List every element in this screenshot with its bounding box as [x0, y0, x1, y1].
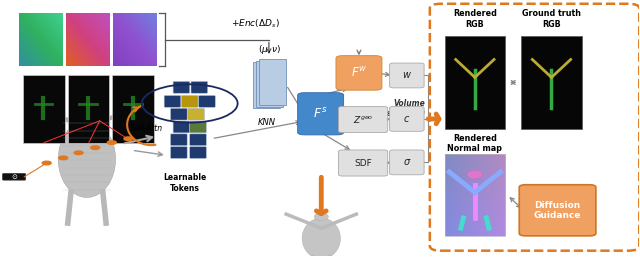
Circle shape: [124, 137, 133, 141]
Text: Learnable
Tokens: Learnable Tokens: [163, 173, 206, 193]
Ellipse shape: [76, 105, 98, 116]
Circle shape: [59, 156, 68, 160]
Text: $w$: $w$: [402, 70, 412, 80]
FancyBboxPatch shape: [191, 81, 207, 93]
Text: Rendered
RGB: Rendered RGB: [453, 10, 497, 29]
FancyBboxPatch shape: [113, 75, 154, 143]
Circle shape: [108, 141, 116, 144]
Text: $F^w$: $F^w$: [351, 66, 367, 80]
FancyBboxPatch shape: [253, 62, 280, 108]
Text: Self-Attn: Self-Attn: [130, 124, 163, 133]
FancyBboxPatch shape: [521, 36, 582, 128]
FancyBboxPatch shape: [189, 134, 206, 146]
FancyBboxPatch shape: [390, 106, 424, 131]
FancyBboxPatch shape: [188, 108, 204, 120]
FancyBboxPatch shape: [339, 150, 388, 176]
FancyBboxPatch shape: [171, 147, 187, 158]
FancyBboxPatch shape: [298, 93, 344, 135]
Text: $\sigma$: $\sigma$: [403, 157, 411, 167]
FancyBboxPatch shape: [336, 56, 382, 90]
FancyArrowPatch shape: [32, 104, 84, 127]
FancyBboxPatch shape: [339, 106, 388, 133]
Text: $F^s$: $F^s$: [314, 107, 328, 121]
FancyBboxPatch shape: [390, 150, 424, 175]
Ellipse shape: [314, 213, 328, 221]
FancyArrowPatch shape: [90, 104, 142, 127]
FancyBboxPatch shape: [181, 96, 198, 107]
FancyBboxPatch shape: [171, 108, 187, 120]
Text: $Z^{geo}$: $Z^{geo}$: [353, 114, 373, 125]
FancyBboxPatch shape: [198, 96, 215, 107]
Ellipse shape: [302, 218, 340, 257]
Text: Ground truth
RGB: Ground truth RGB: [522, 10, 581, 29]
FancyBboxPatch shape: [23, 75, 65, 143]
Text: $+Enc(\Delta D_s)$: $+Enc(\Delta D_s)$: [230, 18, 279, 31]
FancyBboxPatch shape: [68, 75, 109, 143]
FancyBboxPatch shape: [259, 59, 286, 105]
Circle shape: [91, 146, 100, 150]
FancyBboxPatch shape: [3, 173, 26, 180]
FancyBboxPatch shape: [164, 96, 180, 107]
Text: SDF: SDF: [354, 159, 372, 168]
FancyBboxPatch shape: [173, 81, 189, 93]
Text: $c$: $c$: [403, 114, 410, 124]
Ellipse shape: [467, 170, 483, 179]
Text: KNN: KNN: [257, 118, 275, 127]
FancyBboxPatch shape: [189, 121, 206, 133]
FancyBboxPatch shape: [171, 134, 187, 146]
Circle shape: [42, 161, 51, 165]
Text: ⊙: ⊙: [11, 174, 17, 180]
Circle shape: [74, 151, 83, 154]
FancyBboxPatch shape: [390, 63, 424, 88]
FancyBboxPatch shape: [445, 154, 505, 236]
FancyBboxPatch shape: [256, 61, 283, 107]
Text: Rendered
Normal map: Rendered Normal map: [447, 134, 502, 153]
FancyBboxPatch shape: [445, 36, 505, 128]
FancyBboxPatch shape: [189, 147, 206, 158]
Text: Volume
Rendering: Volume Rendering: [381, 99, 426, 118]
Text: $(\mu, \nu)$: $(\mu, \nu)$: [258, 43, 282, 56]
FancyBboxPatch shape: [173, 121, 189, 133]
Text: Diffusion
Guidance: Diffusion Guidance: [534, 201, 581, 220]
Ellipse shape: [58, 121, 116, 198]
FancyBboxPatch shape: [519, 185, 596, 236]
